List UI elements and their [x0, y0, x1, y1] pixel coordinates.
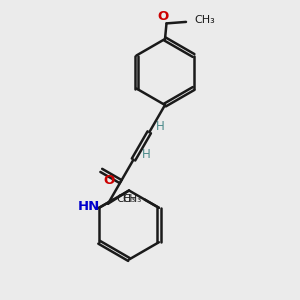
Text: CH₃: CH₃: [116, 194, 136, 205]
Text: CH₃: CH₃: [122, 194, 142, 205]
Text: O: O: [104, 174, 115, 187]
Text: O: O: [157, 10, 169, 22]
Text: CH₃: CH₃: [194, 15, 215, 26]
Text: HN: HN: [77, 200, 100, 213]
Text: H: H: [156, 120, 165, 134]
Text: H: H: [142, 148, 151, 161]
